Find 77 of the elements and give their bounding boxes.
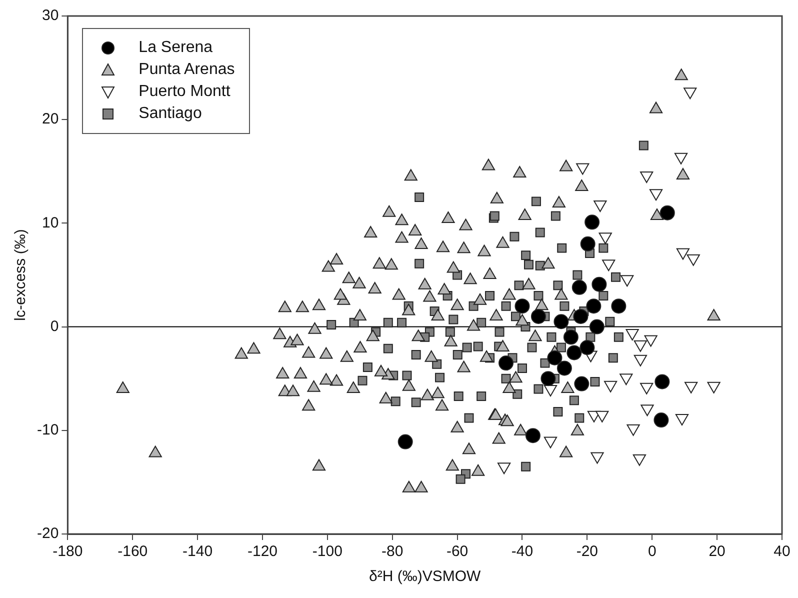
point bbox=[544, 384, 558, 396]
point bbox=[573, 308, 588, 324]
point bbox=[684, 88, 697, 100]
x-tick-label: -60 bbox=[446, 543, 468, 560]
point bbox=[602, 260, 616, 272]
x-tick-label: 40 bbox=[774, 543, 790, 560]
point bbox=[707, 382, 720, 394]
x-tick-label: -140 bbox=[182, 543, 213, 560]
point bbox=[654, 412, 669, 428]
point bbox=[576, 163, 590, 175]
legend-label: Punta Arenas bbox=[138, 61, 235, 79]
point bbox=[604, 380, 618, 392]
point bbox=[674, 152, 688, 164]
point bbox=[580, 236, 596, 252]
y-tick-label: 30 bbox=[42, 7, 59, 24]
point bbox=[590, 452, 604, 464]
point bbox=[644, 335, 658, 347]
point bbox=[525, 428, 540, 444]
point bbox=[566, 345, 582, 360]
point bbox=[640, 382, 654, 394]
point bbox=[620, 374, 633, 386]
x-tick-label: -120 bbox=[247, 543, 278, 560]
point bbox=[574, 376, 590, 392]
point bbox=[626, 329, 639, 341]
point bbox=[544, 436, 558, 448]
x-tick-label: -20 bbox=[576, 543, 598, 560]
y-tick-label: 10 bbox=[42, 214, 59, 232]
point bbox=[586, 298, 602, 314]
point bbox=[556, 360, 572, 376]
x-axis-title: δ²H (‰)VSMOW bbox=[369, 568, 482, 586]
point bbox=[684, 382, 698, 394]
point bbox=[572, 280, 587, 295]
x-tick-label: 0 bbox=[648, 543, 656, 560]
point bbox=[498, 462, 511, 474]
point bbox=[654, 374, 670, 390]
point bbox=[676, 248, 690, 260]
point bbox=[660, 205, 675, 220]
point bbox=[626, 424, 640, 436]
y-tick-label: -10 bbox=[36, 422, 59, 439]
x-tick-label: -80 bbox=[382, 543, 404, 560]
point bbox=[640, 404, 654, 416]
y-axis-title: lc-excess (‰) bbox=[12, 229, 30, 321]
point bbox=[554, 314, 569, 330]
point bbox=[686, 254, 700, 266]
legend-label: La Serena bbox=[138, 39, 213, 57]
point bbox=[634, 354, 647, 366]
point bbox=[592, 276, 607, 292]
point bbox=[594, 200, 607, 212]
x-tick-label: -100 bbox=[312, 543, 342, 560]
y-tick-label: 20 bbox=[42, 110, 59, 128]
x-tick-label: -180 bbox=[52, 543, 83, 560]
point bbox=[598, 232, 612, 244]
x-tick-label: -160 bbox=[118, 543, 148, 560]
point bbox=[634, 340, 647, 352]
point bbox=[632, 454, 646, 466]
point bbox=[675, 414, 689, 426]
y-tick-label: 0 bbox=[50, 318, 59, 335]
point bbox=[563, 330, 578, 345]
point bbox=[580, 340, 595, 356]
point bbox=[596, 410, 609, 422]
x-tick-label: 20 bbox=[708, 543, 726, 560]
point bbox=[514, 298, 530, 314]
point bbox=[547, 350, 562, 366]
point bbox=[649, 189, 663, 201]
point bbox=[611, 298, 626, 314]
point bbox=[640, 172, 654, 184]
point bbox=[589, 319, 604, 334]
x-tick-label: -40 bbox=[511, 543, 534, 560]
point bbox=[584, 214, 600, 230]
legend-label: Santiago bbox=[138, 105, 202, 123]
legend-label: Puerto Montt bbox=[138, 83, 230, 101]
point bbox=[620, 275, 634, 287]
point bbox=[498, 356, 514, 371]
point bbox=[398, 434, 413, 450]
point bbox=[540, 371, 556, 386]
point bbox=[530, 308, 546, 324]
y-tick-label: -20 bbox=[36, 525, 59, 542]
